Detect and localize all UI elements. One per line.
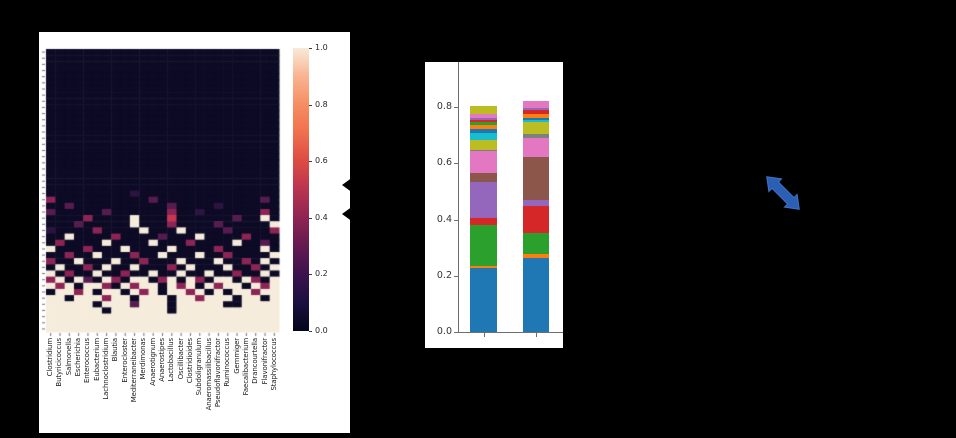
colorbar-tick-label: 0.4: [315, 212, 328, 222]
bar-segment: [470, 265, 497, 268]
bar-segment: [523, 254, 549, 259]
heatmap-x-label: Blautia: [111, 338, 120, 362]
bar-y-tick: [454, 219, 458, 221]
bar-y-tick-label: 0.4: [436, 213, 452, 225]
bar-y-tick: [454, 163, 458, 165]
bar-segment: [523, 258, 549, 332]
bar-y-tick: [454, 332, 458, 333]
bar-x-axis: [458, 332, 563, 333]
bar-segment: [523, 113, 549, 119]
bar-y-tick: [454, 107, 458, 109]
bar-segment: [470, 124, 497, 130]
bar-y-tick-label: 0.2: [436, 269, 452, 281]
black-left-arrow-icon: [342, 206, 371, 222]
bar-segment: [523, 101, 549, 109]
bar-segment: [470, 117, 497, 121]
heatmap-x-label: Oscillibacter: [176, 338, 185, 380]
blue-double-arrow-icon: [766, 176, 800, 210]
bar-segment: [523, 118, 549, 120]
bar-segment: [470, 173, 497, 182]
bar-segment: [470, 129, 497, 134]
colorbar-tick: [309, 331, 312, 332]
bar-y-tick-label: 0.6: [436, 157, 452, 169]
heatmap-x-label: Faecalibacterium: [241, 338, 250, 396]
heatmap-x-label: Subdoligranulum: [195, 338, 204, 396]
bar-segment: [523, 119, 549, 123]
bar-segment: [523, 108, 549, 111]
bar-segment: [470, 133, 497, 140]
bar-segment: [470, 122, 497, 125]
bar-segment: [523, 138, 549, 158]
heatmap-x-label: Clostridioides: [185, 338, 194, 384]
heatmap-x-label: Eubacterium: [92, 338, 101, 381]
heatmap-x-label: Enterococcus: [83, 338, 92, 384]
bar-segment: [470, 113, 497, 118]
heatmap-x-label: Mediterraneibacter: [130, 338, 139, 403]
heatmap-x-label: Anaerotignum: [148, 338, 157, 386]
colorbar-tick-label: 0.8: [315, 99, 328, 109]
heatmap-x-label: Lachnoclostridium: [102, 338, 111, 400]
heatmap-x-label: Gemmiger: [232, 338, 241, 374]
colorbar-tick-label: 0.6: [315, 156, 328, 166]
heatmap-x-labels: Clostridium Butyricicoccus Salmonella Esche…: [46, 338, 279, 434]
heatmap-x-label: Anaerostipes: [158, 338, 166, 382]
black-left-arrow-icon: [342, 177, 371, 193]
heatmap-x-label: Flavonifractor: [260, 338, 269, 385]
heatmap-x-label: Lactobacillus: [167, 338, 176, 382]
heatmap-canvas: [41, 48, 291, 338]
bar-segment: [470, 267, 497, 332]
heatmap-x-label: Pseudoflavonifractor: [213, 338, 222, 408]
bar-segment: [470, 224, 497, 266]
bar-y-tick-label: 0.8: [436, 101, 452, 113]
bar-segment: [523, 122, 549, 134]
bar-y-tick-label: 0.0: [436, 326, 452, 337]
heatmap-x-label: Staphylococcus: [269, 338, 278, 391]
colorbar-tick-label: 1.0: [315, 43, 328, 52]
bar-segment: [523, 133, 549, 139]
colorbar-tick: [309, 104, 312, 106]
heatmap-x-label: Butyricicoccus: [55, 338, 64, 387]
colorbar-tick: [309, 217, 312, 219]
colorbar-tick-label: 0.0: [315, 326, 328, 335]
bar-segment: [523, 199, 549, 207]
bar-segment: [523, 233, 549, 255]
heatmap-x-label: Drancourtella: [251, 338, 260, 384]
bar-segment: [470, 151, 497, 174]
bar-y-axis: [458, 62, 459, 333]
bar-y-tick: [454, 275, 458, 277]
heatmap-x-label: Escherichia: [74, 338, 83, 377]
heatmap-x-label: Anaeromassilibacillus: [204, 338, 213, 411]
bar-segment: [470, 149, 497, 152]
bar-figure: 0.0 0.2 0.4 0.6 0.8: [425, 62, 563, 348]
heatmap-x-label: Salmonella: [64, 338, 73, 376]
heatmap-x-label: Enterocloster: [120, 338, 129, 383]
heatmap-x-label: Ruminococcus: [223, 338, 232, 387]
bar-x-tick: [536, 333, 537, 337]
bar-segment: [470, 105, 497, 114]
bar-segment: [470, 217, 497, 225]
colorbar-tick-label: 0.2: [315, 269, 328, 279]
bar-x-tick: [483, 333, 485, 337]
bar-segment: [470, 139, 497, 150]
heatmap-x-label: Clostridium: [46, 338, 55, 377]
heatmap-x-label: Merdimonas: [139, 338, 148, 380]
bar-segment: [470, 181, 497, 218]
bar-segment: [470, 120, 497, 123]
colorbar-gradient: [293, 48, 309, 331]
colorbar-tick: [309, 274, 312, 276]
heatmap-figure: Clostridium Butyricicoccus Salmonella Esche…: [39, 32, 350, 433]
bar-segment: [523, 157, 549, 200]
bar-segment: [523, 110, 549, 114]
bar-segment: [523, 206, 549, 234]
colorbar-tick: [309, 48, 312, 49]
colorbar-tick: [309, 161, 312, 163]
